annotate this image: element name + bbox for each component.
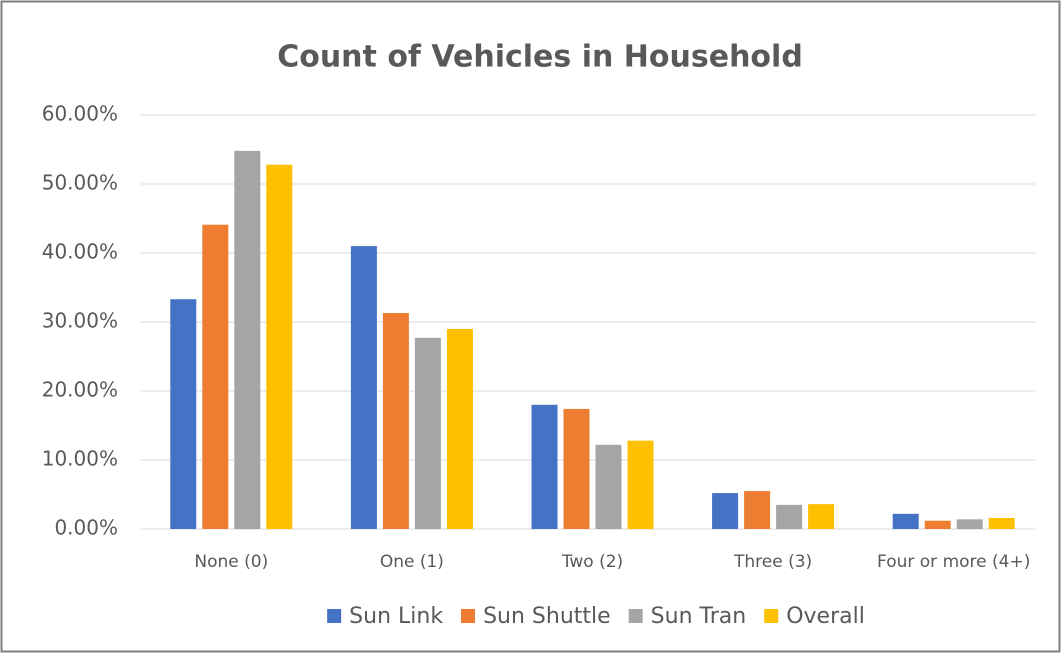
x-tick-label: Four or more (4+) [877,552,1030,572]
y-tick-label: 50.00% [42,171,118,195]
legend-swatch [628,609,643,623]
bar [170,299,197,529]
legend-label: Overall [786,604,865,629]
x-tick-label: Three (3) [733,552,812,572]
bar [924,520,951,529]
bar [627,440,654,529]
bar [531,404,558,529]
bar [202,224,229,529]
legend-label: Sun Link [349,604,443,629]
bar [892,513,919,529]
bar [808,504,835,529]
chart-title: Count of Vehicles in Household [277,40,803,75]
y-tick-label: 20.00% [42,378,118,402]
legend-swatch [327,609,342,623]
bar [563,408,590,529]
bar [414,337,441,529]
bar [712,493,739,529]
legend-swatch [764,609,779,623]
bar [744,491,771,529]
bar [988,517,1015,529]
bar [234,150,261,529]
bar [382,313,409,529]
legend-label: Sun Shuttle [483,604,611,629]
x-tick-label: One (1) [380,552,444,572]
y-tick-label: 0.00% [54,516,118,540]
y-tick-label: 30.00% [42,309,118,333]
y-tick-label: 60.00% [42,102,118,126]
x-tick-label: None (0) [194,552,268,572]
bar [350,246,377,529]
y-tick-label: 10.00% [42,447,118,471]
x-tick-label: Two (2) [561,552,623,572]
bar [776,504,803,529]
bar [595,444,622,529]
legend-swatch [461,609,476,623]
bar [266,164,293,529]
legend-label: Sun Tran [651,604,747,629]
bar [446,328,473,529]
y-tick-label: 40.00% [42,240,118,264]
bar [956,519,983,529]
